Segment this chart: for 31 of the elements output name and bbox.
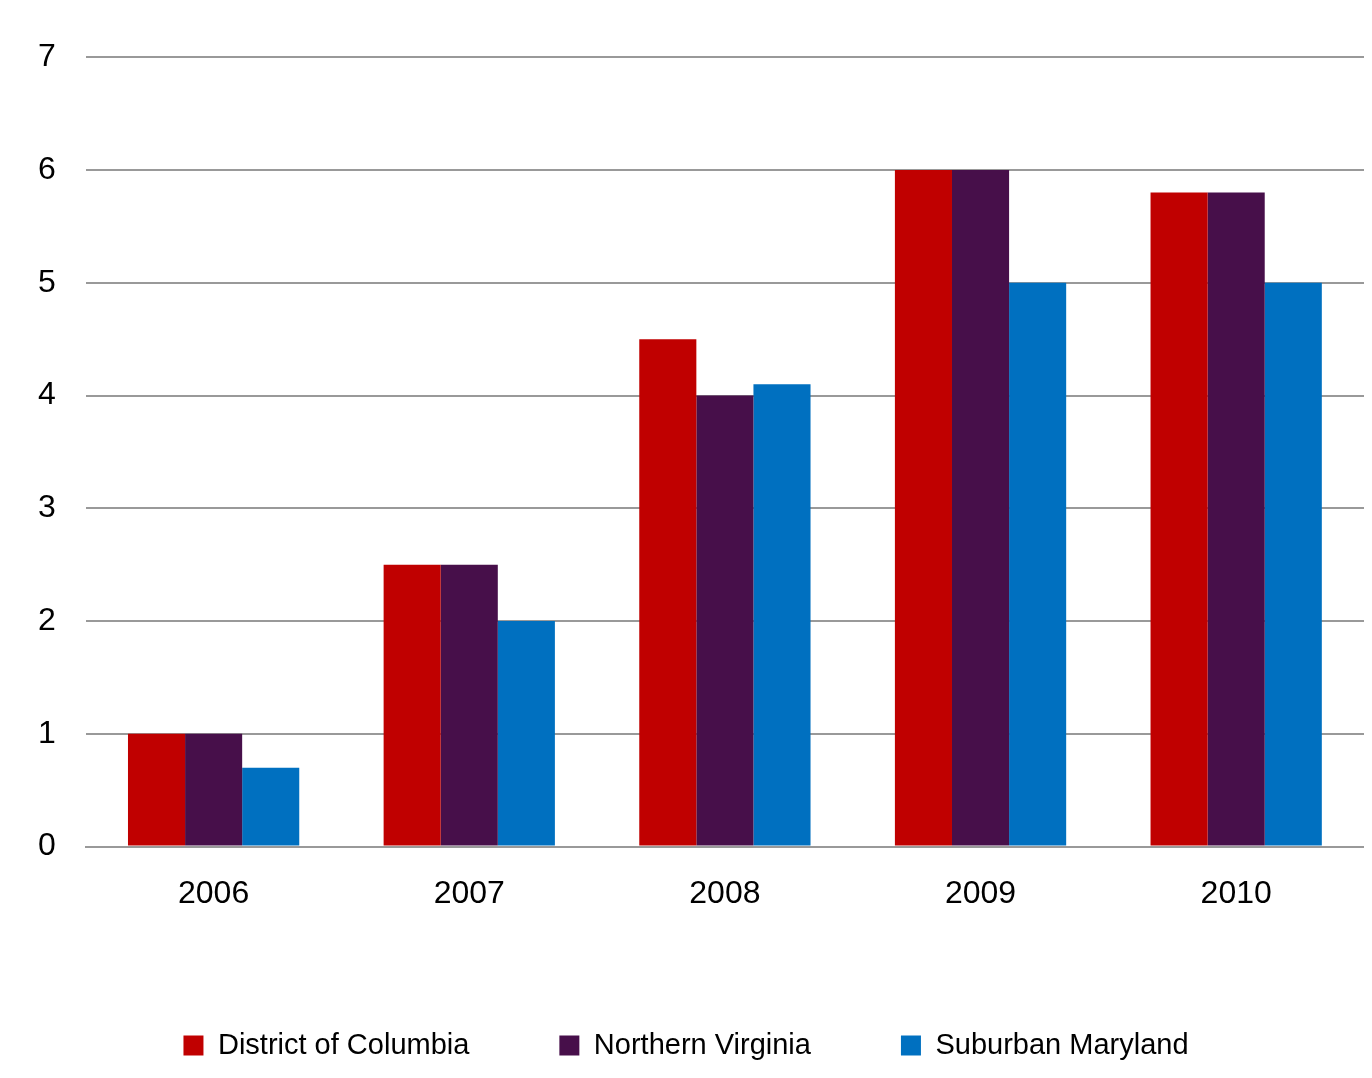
y-tick-label: 0	[38, 826, 56, 863]
bar	[497, 621, 555, 846]
bar	[242, 767, 300, 846]
y-tick-label: 1	[38, 713, 56, 750]
bar	[440, 564, 498, 846]
x-tick-label: 2008	[689, 873, 761, 910]
bar	[383, 564, 441, 846]
bar	[1207, 192, 1265, 846]
x-tick-label: 2009	[944, 873, 1017, 910]
bar	[127, 733, 186, 846]
x-tick-label: 2007	[433, 873, 505, 910]
y-tick-label: 4	[38, 375, 56, 412]
y-tick-label: 2	[38, 600, 56, 637]
legend-label: District of Columbia	[217, 1027, 471, 1060]
bar	[696, 395, 754, 846]
x-tick-label: 2006	[178, 873, 250, 910]
bar	[894, 169, 952, 846]
y-tick-label: 6	[38, 149, 56, 186]
legend-label: Northern Virginia	[593, 1027, 812, 1060]
bar	[185, 733, 243, 846]
bar	[639, 339, 697, 846]
bar	[1009, 282, 1067, 846]
bar	[1264, 282, 1322, 846]
bar	[951, 169, 1010, 846]
y-tick-label: 3	[38, 488, 56, 525]
x-tick-label: 2010	[1200, 873, 1272, 910]
bar	[753, 384, 811, 846]
y-tick-label: 5	[38, 262, 56, 299]
legend-label: Suburban Maryland	[935, 1027, 1189, 1060]
bar	[1150, 192, 1208, 846]
y-tick-label: 7	[38, 37, 56, 74]
